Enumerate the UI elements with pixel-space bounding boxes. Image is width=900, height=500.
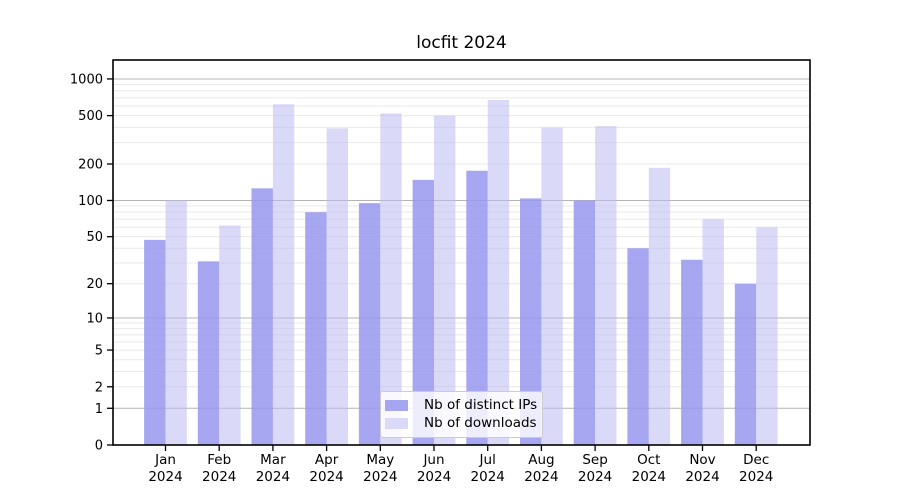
x-tick-label-month: Oct (637, 452, 660, 468)
x-tick-label-year: 2024 (524, 469, 558, 485)
x-tick-label-month: Mar (260, 452, 286, 468)
y-tick-label: 1000 (70, 72, 103, 87)
bar-downloads-May (380, 113, 402, 445)
x-tick-label-year: 2024 (202, 469, 236, 485)
chart-title: locfit 2024 (416, 33, 507, 53)
x-tick-label-month: Nov (689, 452, 715, 468)
x-tick-label-year: 2024 (363, 469, 397, 485)
bar-distinct-ips-Oct (627, 248, 649, 445)
bar-downloads-Jul (487, 99, 510, 445)
bar-downloads-Apr (326, 128, 348, 445)
x-tick-label-year: 2024 (256, 469, 290, 485)
y-tick-label: 10 (86, 311, 103, 326)
x-tick-label-year: 2024 (471, 469, 505, 485)
x-tick-label-year: 2024 (739, 469, 773, 485)
bar-downloads-Dec (756, 227, 778, 445)
y-tick-label: 1 (95, 402, 103, 417)
legend-item-distinct-ips: Nb of distinct IPs (385, 396, 538, 415)
bar-downloads-Mar (272, 104, 295, 445)
legend-label-ips: Nb of distinct IPs (424, 396, 538, 413)
bar-downloads-Feb (219, 225, 241, 445)
bar-downloads-Nov (702, 219, 724, 445)
bar-distinct-ips-Jun (412, 179, 434, 445)
x-tick-label-month: Dec (743, 452, 769, 468)
bar-distinct-ips-Jul (466, 170, 488, 446)
x-tick-label-year: 2024 (685, 469, 719, 485)
x-tick-label-month: Jun (422, 452, 444, 468)
legend-item-downloads: Nb of downloads (385, 415, 537, 434)
bar-downloads-Jan (165, 200, 187, 445)
legend-label-downloads: Nb of downloads (424, 415, 537, 432)
y-tick-label: 50 (86, 230, 103, 245)
x-tick-label-year: 2024 (309, 469, 343, 485)
bar-downloads-Oct (648, 167, 671, 445)
x-tick-label-month: Jan (154, 452, 176, 468)
legend: Nb of distinct IPs Nb of downloads (380, 391, 543, 438)
plot-border (112, 59, 811, 446)
bar-distinct-ips-Feb (197, 261, 220, 445)
x-tick-label-year: 2024 (148, 469, 182, 485)
y-tick-label: 5 (95, 344, 103, 359)
y-tick-label: 500 (78, 109, 103, 124)
x-tick-label-year: 2024 (578, 469, 612, 485)
y-tick-label: 0 (95, 439, 103, 454)
x-tick-label-month: Apr (315, 452, 339, 468)
bar-distinct-ips-May (358, 203, 381, 445)
y-tick-label: 20 (86, 277, 103, 292)
x-tick-label-month: Sep (582, 452, 607, 468)
bar-distinct-ips-Nov (681, 259, 703, 445)
x-tick-label-year: 2024 (632, 469, 666, 485)
bar-downloads-Jun (434, 115, 456, 445)
legend-swatch-ips (385, 399, 408, 411)
x-tick-label-month: Jul (479, 452, 496, 468)
y-tick-label: 200 (78, 158, 103, 173)
bar-distinct-ips-Sep (573, 200, 596, 445)
x-tick-label-month: May (366, 452, 394, 468)
y-tick-label: 2 (95, 380, 103, 395)
bar-distinct-ips-Dec (734, 283, 757, 445)
bar-downloads-Sep (595, 126, 617, 445)
x-tick-label-month: Feb (207, 452, 231, 468)
bar-downloads-Aug (541, 127, 563, 445)
bar-distinct-ips-Apr (305, 212, 327, 445)
bar-distinct-ips-Aug (520, 198, 542, 445)
legend-swatch-downloads (385, 418, 408, 430)
x-tick-label-month: Aug (528, 452, 554, 468)
x-tick-label-year: 2024 (417, 469, 451, 485)
bar-distinct-ips-Mar (251, 188, 273, 446)
y-tick-label: 100 (78, 194, 103, 209)
bar-distinct-ips-Jan (144, 239, 166, 445)
